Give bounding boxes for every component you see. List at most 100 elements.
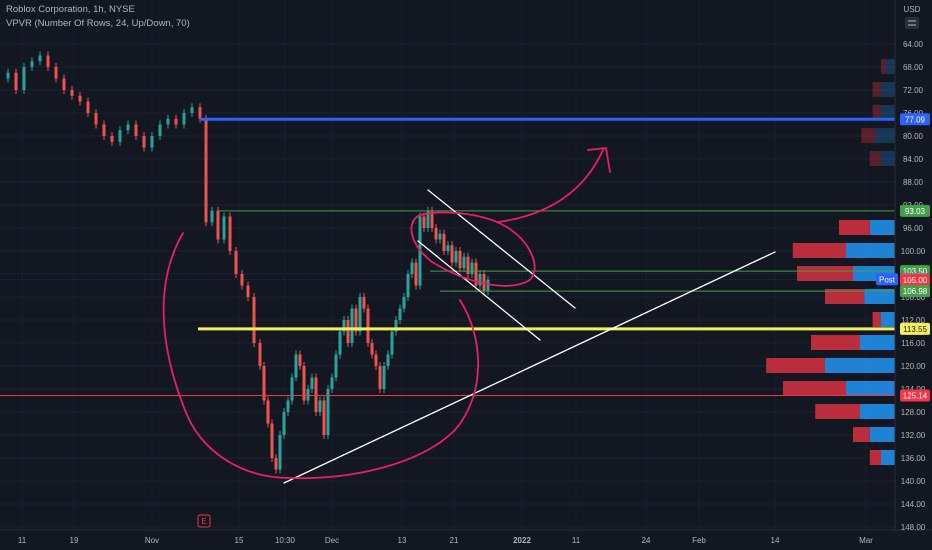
price-tick-label: 132.00 bbox=[901, 431, 926, 440]
price-tick-label: 72.00 bbox=[903, 86, 924, 95]
candles bbox=[6, 51, 490, 474]
candle-body bbox=[414, 262, 418, 286]
candle-body bbox=[118, 130, 122, 142]
candle-body bbox=[362, 297, 366, 309]
candle-body bbox=[126, 124, 130, 131]
pink-loop-right bbox=[410, 211, 536, 287]
price-tag: 125.14 bbox=[900, 389, 930, 402]
vpvr-down-bar bbox=[869, 450, 881, 465]
vpvr-down-bar bbox=[881, 59, 887, 74]
price-tag-label: 103.50 bbox=[903, 267, 928, 276]
price-tag: 113.55 bbox=[900, 322, 930, 335]
price-tag: 93.03 bbox=[900, 204, 930, 217]
candle-body bbox=[286, 400, 290, 412]
horizontal-levels bbox=[0, 117, 895, 397]
time-tick-label: 19 bbox=[70, 536, 79, 545]
candle-body bbox=[102, 124, 106, 136]
candle-body bbox=[386, 354, 390, 366]
vpvr-down-bar bbox=[825, 289, 865, 304]
candle-body bbox=[334, 354, 338, 378]
candle-body bbox=[310, 377, 314, 389]
candle-body bbox=[278, 435, 282, 470]
price-tick-label: 64.00 bbox=[903, 40, 924, 49]
candle-body bbox=[374, 354, 378, 366]
candle-body bbox=[478, 274, 482, 286]
price-tick-label: 128.00 bbox=[901, 408, 926, 417]
candle-body bbox=[430, 210, 434, 228]
price-tag: 105.00 bbox=[900, 273, 930, 286]
price-tag-label: 105.00 bbox=[903, 276, 928, 285]
candle-body bbox=[442, 233, 446, 251]
candle-body bbox=[266, 400, 270, 424]
candle-body bbox=[216, 210, 220, 240]
settings-icon[interactable] bbox=[905, 17, 919, 29]
time-tick-label: 11 bbox=[18, 536, 27, 545]
time-axis[interactable]: 11 19 Nov 15 10:30 Dec 13 21 2022 11 24 Feb 14 Mar bbox=[18, 536, 873, 545]
price-tick-label: 84.00 bbox=[903, 155, 924, 164]
earnings-marker[interactable]: E bbox=[197, 514, 211, 528]
price-tick-label: 100.00 bbox=[901, 247, 926, 256]
candle-body bbox=[54, 67, 58, 79]
candle-body bbox=[234, 251, 238, 274]
candle-body bbox=[252, 297, 256, 343]
candle-body bbox=[30, 61, 34, 67]
vpvr-down-bar bbox=[815, 404, 860, 419]
vpvr-down-bar bbox=[783, 381, 846, 396]
svg-text:Post: Post bbox=[879, 275, 896, 284]
candle-body bbox=[240, 274, 244, 286]
vpvr-up-bar bbox=[869, 220, 895, 235]
earnings-icon: E bbox=[201, 517, 206, 526]
candle-body bbox=[450, 245, 454, 263]
candle-body bbox=[470, 262, 474, 274]
candle-body bbox=[406, 274, 410, 297]
time-tick-label: 24 bbox=[642, 536, 651, 545]
vpvr-down-bar bbox=[853, 427, 870, 442]
time-tick-label: Nov bbox=[145, 536, 159, 545]
candle-body bbox=[258, 343, 262, 366]
time-tick-label: 11 bbox=[572, 536, 581, 545]
candle-body bbox=[330, 377, 334, 389]
vpvr-down-bar bbox=[792, 243, 846, 258]
candle-body bbox=[410, 262, 414, 274]
grid bbox=[0, 43, 895, 528]
chart-title: Roblox Corporation, 1h, NYSE bbox=[6, 4, 135, 15]
price-tag-label: 125.14 bbox=[903, 392, 928, 401]
vpvr-down-bar bbox=[766, 358, 825, 373]
candle-body bbox=[166, 118, 170, 125]
vpvr-down-bar bbox=[872, 82, 881, 97]
price-tick-label: 120.00 bbox=[901, 362, 926, 371]
vpvr-up-bar bbox=[869, 427, 895, 442]
price-tick-label: 108.00 bbox=[901, 293, 926, 302]
candle-body bbox=[190, 107, 194, 113]
price-tag-label: 106.98 bbox=[903, 287, 928, 296]
vpvr-up-bar bbox=[825, 358, 895, 373]
candle-body bbox=[222, 216, 226, 240]
vpvr-up-bar bbox=[881, 105, 895, 120]
candle-body bbox=[150, 136, 154, 148]
candle-body bbox=[466, 256, 470, 274]
pink-arrow-head bbox=[587, 147, 611, 173]
price-tick-label: 124.00 bbox=[901, 385, 926, 394]
candle-body bbox=[210, 210, 214, 223]
candle-body bbox=[306, 389, 310, 401]
time-tick-label: 10:30 bbox=[275, 536, 296, 545]
candle-body bbox=[446, 245, 450, 251]
price-tag: 106.98 bbox=[900, 285, 930, 298]
candle-body bbox=[274, 458, 278, 470]
indicator-legend[interactable]: VPVR (Number Of Rows, 24, Up/Down, 70) bbox=[6, 18, 190, 29]
candle-body bbox=[350, 308, 354, 343]
vpvr-up-bar bbox=[860, 335, 895, 350]
vpvr-up-bar bbox=[881, 82, 895, 97]
candle-body bbox=[204, 118, 208, 223]
drawings bbox=[162, 147, 776, 484]
candle-body bbox=[134, 124, 138, 136]
candle-body bbox=[290, 377, 294, 401]
candle-body bbox=[346, 320, 350, 343]
channel-lower-line bbox=[417, 240, 541, 341]
channel-upper-line bbox=[427, 189, 576, 309]
candle-body bbox=[314, 377, 318, 412]
price-tag: 77.09 bbox=[900, 113, 930, 126]
candle-body bbox=[338, 331, 342, 355]
price-tag-label: 113.55 bbox=[903, 325, 927, 334]
